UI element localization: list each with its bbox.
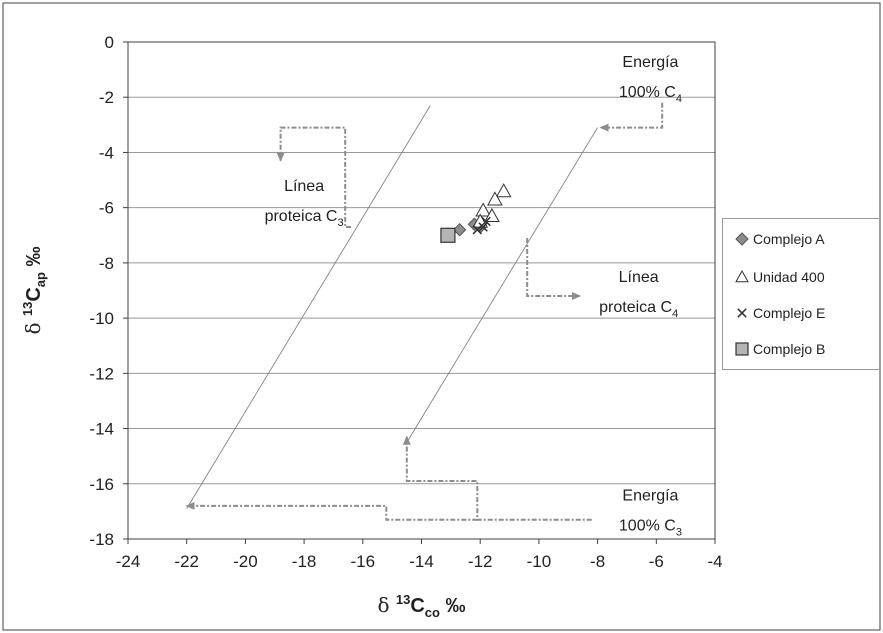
legend-label: Unidad 400 — [753, 269, 825, 285]
legend-marker-diamond-icon — [735, 232, 749, 246]
y-tick-label: 0 — [105, 33, 114, 52]
annotation-line1: Línea — [284, 178, 324, 195]
y-tick-label: -6 — [99, 199, 114, 218]
x-tick-label: -6 — [649, 552, 664, 571]
x-tick-label: -16 — [351, 552, 376, 571]
x-axis-title-sup: 13 — [396, 592, 410, 607]
annotation-subscript: 3 — [337, 217, 343, 229]
legend-item: Complejo B — [733, 339, 825, 359]
x-tick-label: -20 — [233, 552, 258, 571]
data-point-x — [472, 225, 482, 235]
x-tick-label: -12 — [468, 552, 493, 571]
legend-marker-shape — [737, 308, 747, 318]
x-tick-label: -24 — [116, 552, 141, 571]
annotation-subscript: 4 — [672, 308, 678, 320]
x-axis-title: δ 13Cco ‰ — [377, 592, 465, 620]
legend-item: Complejo E — [733, 303, 825, 323]
annotation-connector — [526, 238, 581, 300]
y-axis-title-delta: δ — [21, 316, 45, 334]
legend-label: Complejo E — [753, 305, 826, 321]
legend: Complejo A Unidad 400 Complejo E Complejo B — [722, 218, 880, 370]
annotation-text: proteica C — [599, 299, 672, 316]
y-tick-label: -16 — [89, 475, 114, 494]
legend-label: Complejo B — [753, 341, 826, 357]
annotation-connector — [599, 102, 664, 132]
legend-marker-x-icon — [737, 308, 747, 318]
data-point-square — [440, 227, 456, 243]
annotation-line2: 100% C4 — [619, 84, 682, 105]
x-axis-title-main: C — [410, 595, 424, 617]
annotation-line2: 100% C3 — [619, 517, 682, 538]
y-axis-title: δ 13Cap ‰ — [20, 246, 48, 334]
legend-marker-square-icon — [735, 342, 749, 356]
x-tick-label: -14 — [409, 552, 434, 571]
annotation-text: 100% C — [619, 84, 676, 101]
annotation-line1: Línea — [619, 269, 659, 286]
y-axis-title-sub: ap — [33, 272, 48, 287]
data-point-triangle — [475, 202, 491, 217]
x-axis-title-sub: co — [425, 605, 440, 620]
legend-label: Complejo A — [753, 231, 825, 247]
y-axis-title-sup: 13 — [20, 302, 35, 316]
legend-marker-shape — [735, 269, 749, 283]
y-tick-label: -12 — [89, 364, 114, 383]
y-axis-title-main: C — [23, 287, 45, 301]
x-tick-label: -8 — [590, 552, 605, 571]
y-tick-label: -10 — [89, 309, 114, 328]
annotation-subscript: 3 — [676, 526, 682, 538]
legend-marker-triangle-icon — [735, 269, 749, 283]
annotation-line2: proteica C4 — [599, 299, 678, 320]
annotation-connector — [185, 501, 478, 521]
y-tick-label: -2 — [99, 88, 114, 107]
annotation-line1: Energía — [622, 487, 678, 504]
reference-line — [406, 127, 598, 443]
legend-item: Unidad 400 — [733, 267, 825, 287]
y-tick-label: -4 — [99, 143, 114, 162]
x-tick-label: -22 — [174, 552, 199, 571]
data-point-x — [478, 222, 488, 232]
y-axis-title-unit: ‰ — [23, 246, 45, 272]
annotation-connector — [276, 126, 352, 228]
y-tick-label: -14 — [89, 420, 114, 439]
legend-marker-shape — [735, 232, 749, 246]
annotation-connector — [402, 435, 592, 521]
data-point-diamond — [452, 223, 467, 237]
annotation-line2: proteica C3 — [265, 208, 344, 229]
annotation-subscript: 4 — [676, 93, 682, 105]
x-tick-label: -10 — [527, 552, 552, 571]
data-point-triangle — [487, 191, 503, 206]
y-tick-label: -18 — [89, 530, 114, 549]
x-axis-title-unit: ‰ — [440, 595, 466, 617]
x-axis-title-delta: δ — [377, 593, 395, 617]
x-tick-label: -18 — [292, 552, 317, 571]
annotation-text: 100% C — [619, 517, 676, 534]
y-tick-label: -8 — [99, 254, 114, 273]
plot-area: -24 -22 -20 -18 -16 -14 -12 -10 -8 -6 -4 0 -2 -4 -6 -8 -… — [20, 33, 723, 620]
reference-line — [186, 105, 431, 509]
annotation-line1: Energía — [622, 54, 678, 71]
legend-item: Complejo A — [733, 229, 825, 249]
annotation-text: proteica C — [265, 208, 338, 225]
x-tick-label: -4 — [707, 552, 722, 571]
data-point-triangle — [495, 183, 512, 198]
legend-marker-shape — [735, 342, 749, 356]
data-point-x — [481, 216, 491, 227]
